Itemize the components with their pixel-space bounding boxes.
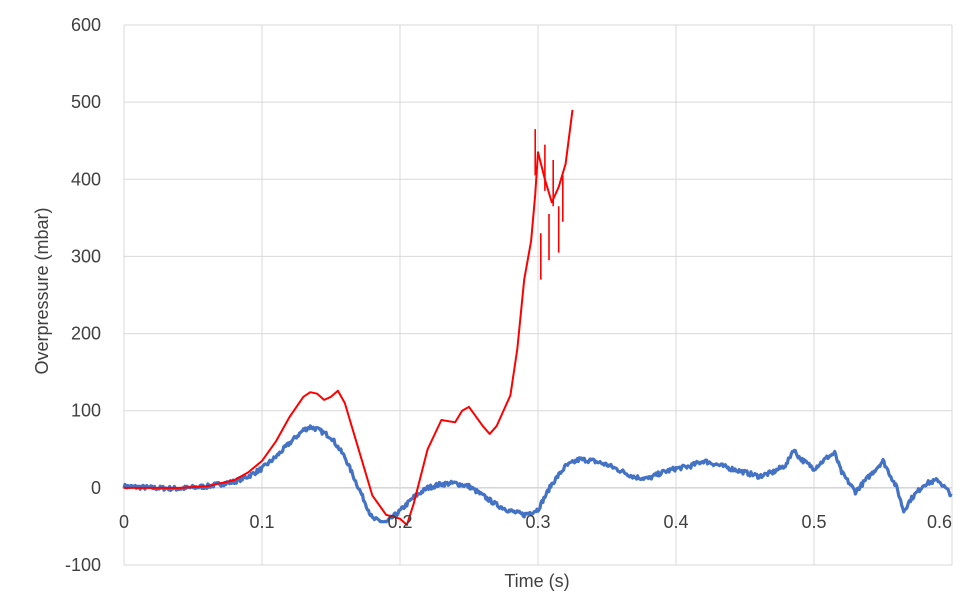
x-tick-label: 0.3 [525, 512, 550, 532]
y-tick-label: 100 [71, 401, 101, 421]
y-tick-label: 0 [91, 478, 101, 498]
y-axis-ticks: -100 0 100 200 300 400 500 600 [65, 15, 101, 575]
y-tick-label: 500 [71, 92, 101, 112]
y-tick-label: 200 [71, 324, 101, 344]
series-line-2 [124, 109, 574, 526]
x-tick-label: 0.5 [801, 512, 826, 532]
y-tick-label: 400 [71, 169, 101, 189]
gridlines [123, 24, 953, 566]
y-tick-label: 300 [71, 246, 101, 266]
x-tick-label: 0.6 [927, 512, 952, 532]
y-tick-label: 600 [71, 15, 101, 35]
x-tick-label: 0.4 [663, 512, 688, 532]
x-tick-label: 0.2 [387, 512, 412, 532]
x-tick-label: 0.1 [249, 512, 274, 532]
x-tick-label: 0 [119, 512, 129, 532]
x-axis-ticks: 0 0.1 0.2 0.3 0.4 0.5 0.6 [119, 512, 952, 532]
y-axis-title: Overpressure (mbar) [32, 207, 52, 374]
series-group [122, 109, 953, 526]
y-tick-label: -100 [65, 555, 101, 575]
series-spikes-2 [534, 129, 564, 280]
series-line-1 [122, 424, 953, 524]
x-axis-title: Time (s) [504, 571, 569, 591]
